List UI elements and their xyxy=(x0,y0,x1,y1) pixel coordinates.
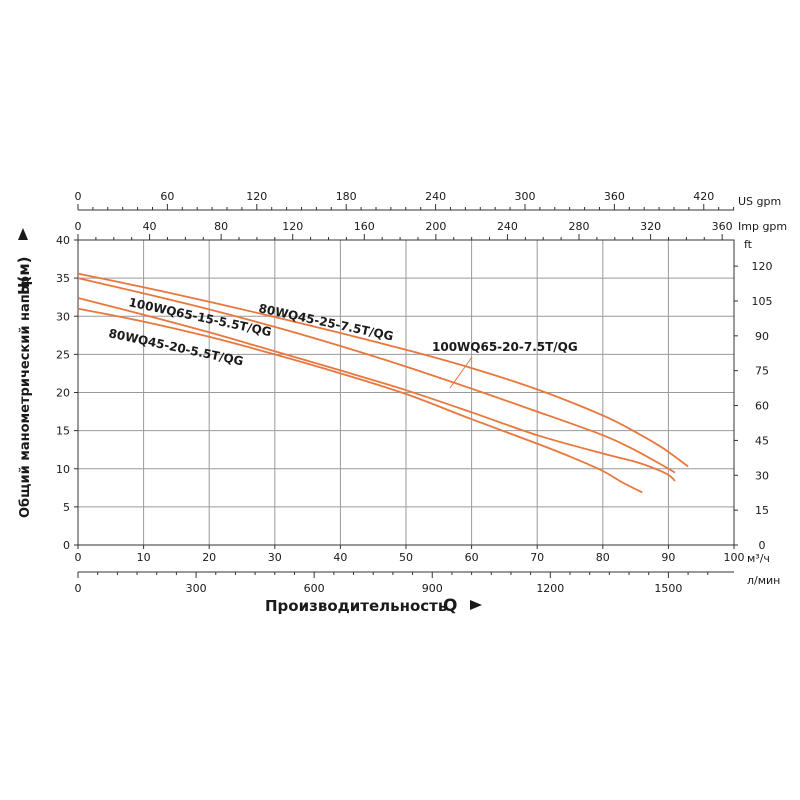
y-tick-label-m: 15 xyxy=(56,425,70,438)
x-tick-label-m3h: 60 xyxy=(465,551,479,564)
x-tick-label-m3h: 50 xyxy=(399,551,413,564)
x-tick-label-m3h: 10 xyxy=(137,551,151,564)
x-tick-label-m3h: 40 xyxy=(333,551,347,564)
x-tick-label-m3h: 100 xyxy=(724,551,745,564)
y-tick-label-m: 25 xyxy=(56,348,70,361)
unit-m3h: м³/ч xyxy=(747,552,770,565)
y-axis-symbol: H(м) xyxy=(15,256,33,295)
unit-us-gpm: US gpm xyxy=(738,195,781,208)
x-tick-label-lmin: 300 xyxy=(186,582,207,595)
curve-label-leader xyxy=(449,356,473,389)
y-tick-label-ft: 105 xyxy=(752,295,773,308)
x-tick-label-m3h: 70 xyxy=(530,551,544,564)
x-axis-symbol: Q xyxy=(443,596,457,616)
x-tick-label-m3h: 30 xyxy=(268,551,282,564)
y-tick-label-ft: 45 xyxy=(755,434,769,447)
x-tick-label-m3h: 20 xyxy=(202,551,216,564)
x-axis-title: Производительность xyxy=(265,597,447,615)
x-tick-label-lmin: 1500 xyxy=(654,582,682,595)
y-tick-label-m: 30 xyxy=(56,310,70,323)
x-tick-label-usgpm: 300 xyxy=(514,190,535,203)
x-tick-label-lmin: 900 xyxy=(422,582,443,595)
y-tick-label-ft: 0 xyxy=(759,539,766,552)
y-tick-label-m: 20 xyxy=(56,387,70,400)
x-tick-label-m3h: 90 xyxy=(661,551,675,564)
x-tick-label-impgpm: 320 xyxy=(640,220,661,233)
y-tick-label-m: 10 xyxy=(56,463,70,476)
curve-series-1 xyxy=(77,272,689,468)
tick-labels: 0 10 20 30 40 50 60 70 80 90 100 0 5 10 15 20 25 30 35 40 0 1… xyxy=(56,190,773,595)
x-tick-label-impgpm: 40 xyxy=(143,220,157,233)
x-tick-label-usgpm: 120 xyxy=(246,190,267,203)
x-tick-label-impgpm: 160 xyxy=(354,220,375,233)
curve-label-100wq65-20: 100WQ65-20-7.5T/QG xyxy=(432,340,578,354)
grid-lines xyxy=(78,240,734,545)
x-tick-label-impgpm: 0 xyxy=(75,220,82,233)
x-tick-label-impgpm: 200 xyxy=(425,220,446,233)
y-tick-label-m: 0 xyxy=(63,539,70,552)
x-tick-label-usgpm: 240 xyxy=(425,190,446,203)
x-tick-label-impgpm: 80 xyxy=(214,220,228,233)
y-tick-label-ft: 30 xyxy=(755,469,769,482)
y-tick-label-m: 40 xyxy=(56,234,70,247)
x-tick-label-lmin: 0 xyxy=(75,582,82,595)
x-tick-label-usgpm: 180 xyxy=(336,190,357,203)
x-tick-label-m3h: 0 xyxy=(75,551,82,564)
x-tick-label-impgpm: 280 xyxy=(569,220,590,233)
x-tick-label-impgpm: 360 xyxy=(712,220,733,233)
curve-series-3 xyxy=(77,297,676,482)
curves xyxy=(77,272,689,494)
curve-series-2 xyxy=(77,277,676,474)
x-tick-label-impgpm: 240 xyxy=(497,220,518,233)
x-tick-label-impgpm: 120 xyxy=(282,220,303,233)
unit-imp-gpm: Imp gpm xyxy=(738,220,787,233)
x-tick-label-usgpm: 60 xyxy=(160,190,174,203)
x-tick-label-lmin: 1200 xyxy=(536,582,564,595)
curve-label-80wq45-25: 80WQ45-25-7.5T/QG xyxy=(257,301,394,343)
y-axis-title: Общий манометрический напор xyxy=(18,276,33,518)
y-tick-label-ft: 90 xyxy=(755,330,769,343)
x-tick-label-lmin: 600 xyxy=(304,582,325,595)
y-tick-label-m: 35 xyxy=(56,272,70,285)
x-tick-label-usgpm: 420 xyxy=(693,190,714,203)
unit-ft: ft xyxy=(744,238,753,251)
y-axis-arrow-icon xyxy=(18,228,28,240)
x-tick-label-usgpm: 0 xyxy=(75,190,82,203)
x-tick-label-m3h: 80 xyxy=(596,551,610,564)
curve-label-80wq45-20: 80WQ45-20-5.5T/QG xyxy=(107,326,244,368)
y-tick-label-ft: 15 xyxy=(755,504,769,517)
curve-series-4 xyxy=(77,307,643,494)
y-tick-label-ft: 120 xyxy=(752,260,773,273)
x-axis-arrow-icon xyxy=(470,600,482,610)
curve-label-100wq65-15: 100WQ65-15-5.5T/QG xyxy=(127,295,272,339)
y-tick-label-ft: 75 xyxy=(755,365,769,378)
axes xyxy=(74,204,738,578)
y-tick-label-m: 5 xyxy=(63,501,70,514)
y-tick-label-ft: 60 xyxy=(755,400,769,413)
x-tick-label-usgpm: 360 xyxy=(604,190,625,203)
unit-lmin: л/мин xyxy=(747,574,780,587)
